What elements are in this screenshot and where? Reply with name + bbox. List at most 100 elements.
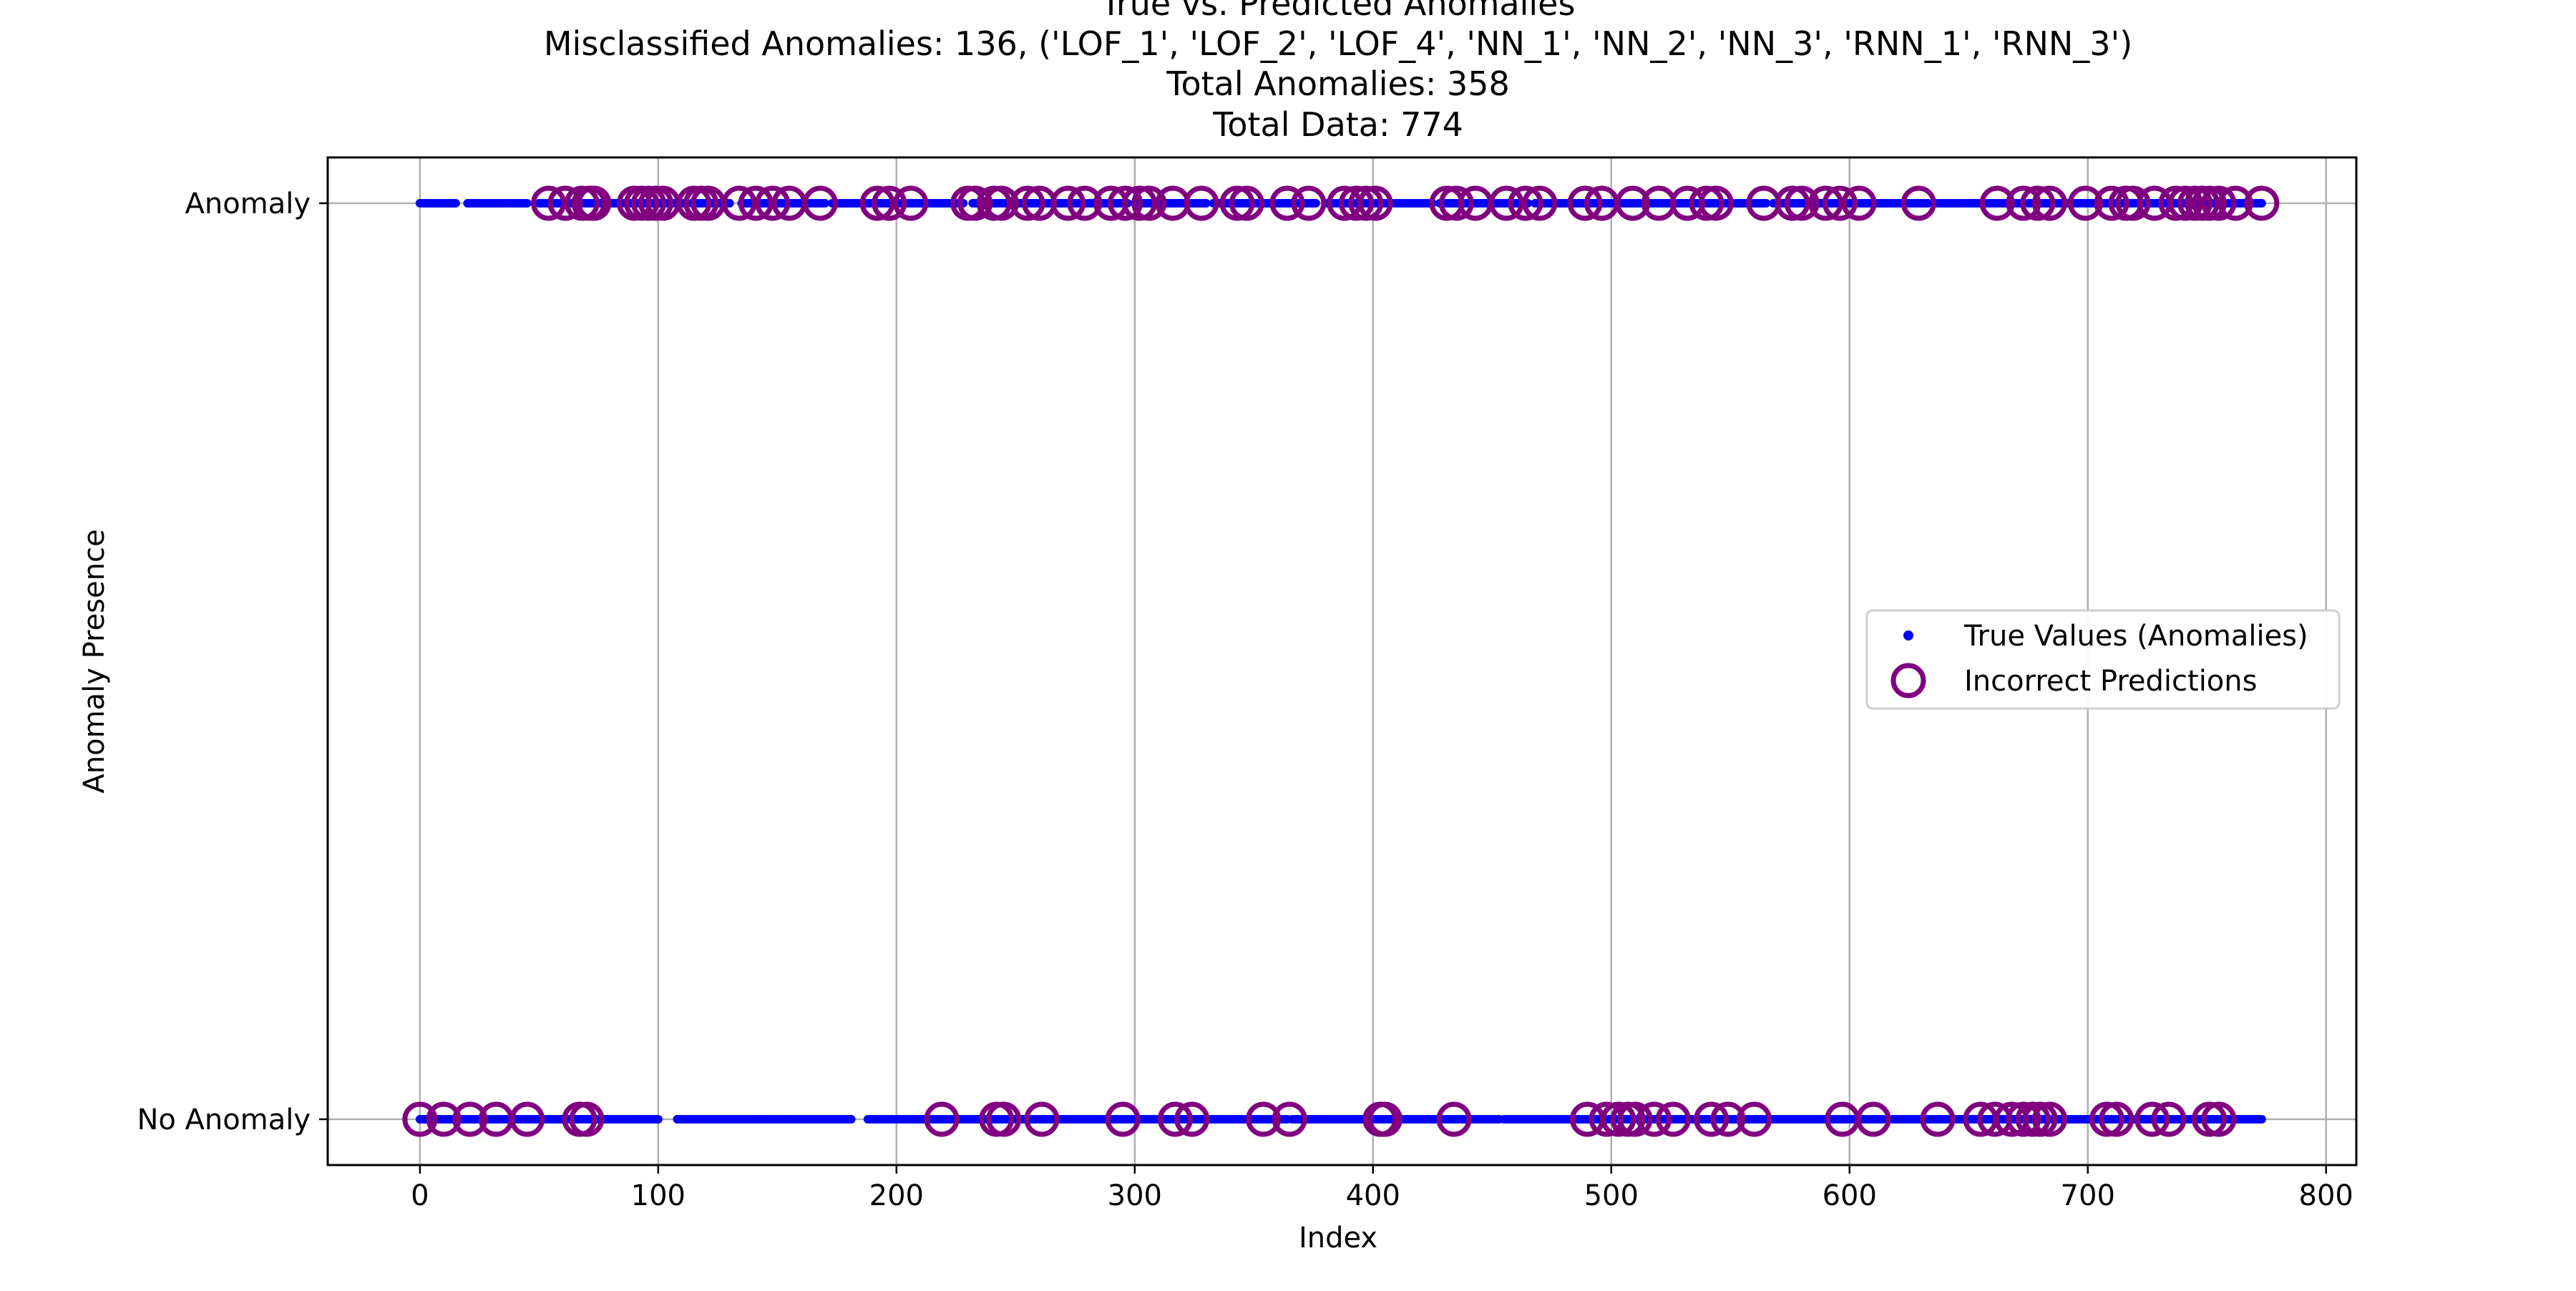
incorrect-prediction-point bbox=[986, 1101, 1022, 1137]
incorrect-prediction-point bbox=[2218, 185, 2253, 221]
incorrect-prediction-point bbox=[2006, 185, 2041, 221]
incorrect-prediction-point bbox=[2031, 1101, 2067, 1137]
incorrect-prediction-point bbox=[2192, 185, 2228, 221]
x-tick-label: 400 bbox=[1346, 1179, 1400, 1212]
incorrect-prediction-point bbox=[2151, 1101, 2187, 1137]
incorrect-prediction-point bbox=[1698, 185, 1734, 221]
axis-ticks: 0 100 200 300 400 500 600 700 800 No Anomaly Anoma… bbox=[137, 187, 2353, 1212]
legend-label-true-values: True Values (Anomalies) bbox=[1963, 620, 2308, 653]
incorrect-prediction-point bbox=[1784, 185, 1820, 221]
incorrect-prediction-point bbox=[1567, 185, 1603, 221]
incorrect-prediction-point bbox=[531, 185, 567, 221]
incorrect-prediction-point bbox=[1338, 185, 1374, 221]
incorrect-prediction-point bbox=[1107, 185, 1143, 221]
incorrect-prediction-point bbox=[859, 185, 895, 221]
incorrect-prediction-point bbox=[1246, 1101, 1282, 1137]
legend-box bbox=[1865, 609, 2341, 710]
true-value-point bbox=[2257, 199, 2266, 208]
chart-title-line-4: Total Data: 774 bbox=[1212, 105, 1463, 144]
incorrect-prediction-point bbox=[1357, 185, 1393, 221]
incorrect-prediction-point bbox=[1636, 1101, 1672, 1137]
incorrect-prediction-point bbox=[802, 185, 838, 221]
data-layer bbox=[402, 185, 2280, 1137]
true-value-point bbox=[820, 199, 829, 208]
x-tick-label: 100 bbox=[631, 1179, 686, 1212]
x-tick-label: 200 bbox=[869, 1179, 924, 1212]
incorrect-prediction-point bbox=[983, 185, 1019, 221]
x-tick-label: 800 bbox=[2299, 1179, 2353, 1212]
incorrect-prediction-point bbox=[1348, 185, 1384, 221]
incorrect-prediction-point bbox=[1067, 185, 1103, 221]
incorrect-prediction-point bbox=[872, 185, 907, 221]
chart-title-line-2: Misclassified Anomalies: 136, ('LOF_1', … bbox=[544, 24, 2132, 63]
incorrect-prediction-point bbox=[1522, 185, 1558, 221]
x-tick-label: 0 bbox=[411, 1179, 429, 1212]
incorrect-prediction-point bbox=[1488, 185, 1524, 221]
incorrect-prediction-point bbox=[1436, 1101, 1472, 1137]
true-value-point bbox=[522, 199, 532, 208]
chart-title-line-3: Total Anomalies: 358 bbox=[1166, 64, 1510, 103]
true-value-point bbox=[1762, 199, 1771, 208]
true-value-point bbox=[653, 1115, 663, 1124]
incorrect-prediction-point bbox=[2099, 1101, 2135, 1137]
x-tick-label: 700 bbox=[2061, 1179, 2115, 1212]
true-value-point bbox=[725, 199, 734, 208]
incorrect-prediction-point bbox=[893, 185, 929, 221]
incorrect-prediction-point bbox=[1822, 185, 1858, 221]
y-tick-label: Anomaly bbox=[185, 187, 311, 220]
y-tick-label: No Anomaly bbox=[137, 1104, 311, 1136]
true-value-point bbox=[1878, 1115, 1888, 1124]
y-axis-label: Anomaly Presence bbox=[78, 529, 111, 793]
legend-label-incorrect-predictions: Incorrect Predictions bbox=[1964, 665, 2257, 698]
true-value-point bbox=[1201, 199, 1211, 208]
incorrect-prediction-point bbox=[569, 1101, 605, 1137]
incorrect-prediction-point bbox=[2067, 185, 2103, 221]
incorrect-prediction-point bbox=[1229, 185, 1264, 221]
incorrect-prediction-point bbox=[2135, 1101, 2170, 1137]
chart-title-line-1: True vs. Predicted Anomalies bbox=[1101, 0, 1576, 23]
legend: True Values (Anomalies) Incorrect Predic… bbox=[1865, 609, 2341, 710]
incorrect-prediction-point bbox=[1438, 185, 1474, 221]
incorrect-prediction-point bbox=[1291, 185, 1327, 221]
incorrect-prediction-point bbox=[1615, 185, 1651, 221]
incorrect-prediction-point bbox=[1269, 185, 1305, 221]
incorrect-prediction-point bbox=[1979, 185, 2015, 221]
x-axis-label: Index bbox=[1299, 1222, 1377, 1255]
incorrect-prediction-point bbox=[2022, 1101, 2058, 1137]
incorrect-prediction-point bbox=[1689, 185, 1724, 221]
incorrect-prediction-point bbox=[2192, 1101, 2228, 1137]
incorrect-prediction-point bbox=[2006, 1101, 2041, 1137]
incorrect-prediction-point bbox=[1508, 185, 1543, 221]
incorrect-prediction-point bbox=[1174, 1101, 1210, 1137]
incorrect-prediction-point bbox=[755, 185, 791, 221]
incorrect-prediction-point bbox=[1367, 1101, 1402, 1137]
incorrect-prediction-point bbox=[426, 1101, 462, 1137]
true-value-point bbox=[451, 199, 460, 208]
incorrect-prediction-point bbox=[1655, 1101, 1691, 1137]
incorrect-prediction-point bbox=[924, 1101, 960, 1137]
incorrect-prediction-point bbox=[1807, 185, 1843, 221]
incorrect-prediction-point bbox=[452, 1101, 488, 1137]
incorrect-prediction-point bbox=[1131, 185, 1167, 221]
incorrect-prediction-point bbox=[738, 185, 774, 221]
incorrect-prediction-point bbox=[1272, 1101, 1307, 1137]
incorrect-prediction-point bbox=[1775, 185, 1810, 221]
incorrect-prediction-point bbox=[957, 185, 993, 221]
incorrect-prediction-point bbox=[2020, 185, 2056, 221]
x-tick-label: 300 bbox=[1108, 1179, 1162, 1212]
incorrect-prediction-point bbox=[1050, 185, 1086, 221]
incorrect-prediction-point bbox=[2201, 1101, 2237, 1137]
incorrect-prediction-point bbox=[1105, 1101, 1141, 1137]
true-value-point bbox=[1923, 199, 1933, 208]
incorrect-prediction-point bbox=[1024, 1101, 1060, 1137]
incorrect-prediction-point bbox=[2094, 185, 2129, 221]
x-tick-label: 500 bbox=[1584, 1179, 1639, 1212]
incorrect-prediction-point bbox=[1694, 1101, 1729, 1137]
x-tick-label: 600 bbox=[1823, 1179, 1877, 1212]
incorrect-prediction-point bbox=[2115, 185, 2151, 221]
incorrect-prediction-point bbox=[2244, 185, 2280, 221]
incorrect-prediction-point bbox=[1219, 185, 1255, 221]
incorrect-prediction-point bbox=[1184, 185, 1219, 221]
incorrect-prediction-point bbox=[2158, 185, 2194, 221]
